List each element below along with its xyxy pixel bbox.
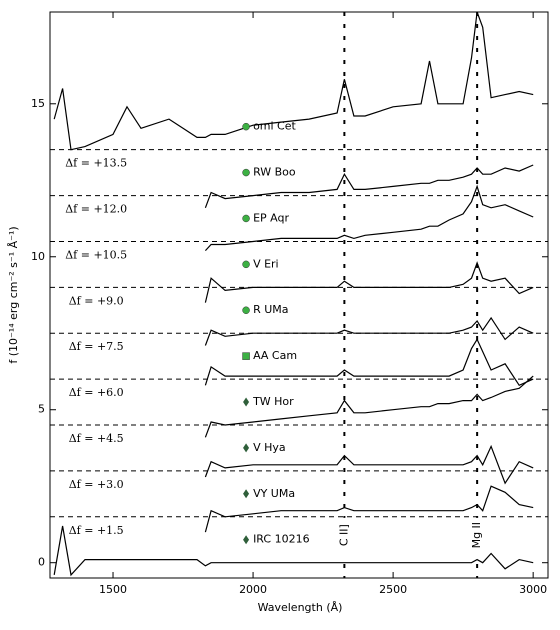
annotation-bg (470, 517, 485, 560)
annotation-bg (337, 517, 352, 560)
series-marker (243, 397, 250, 407)
spectrum-line (204, 375, 534, 438)
x-tick-label: 1500 (99, 583, 127, 596)
offset-label: Δf = +1.5 (69, 524, 124, 537)
series-name: V Eri (253, 257, 279, 270)
spectrum-line (53, 12, 534, 151)
y-tick-label: 15 (31, 97, 45, 110)
y-tick-label: 0 (38, 556, 45, 569)
series-marker (242, 122, 250, 131)
spectrum-line (204, 164, 534, 209)
offset-label: Δf = +12.0 (65, 203, 127, 216)
spectrum-line (204, 485, 534, 533)
offset-label: Δf = +10.5 (65, 248, 127, 261)
series-name: TW Hor (252, 395, 294, 408)
x-tick-label: 3000 (519, 583, 547, 596)
y-axis-label: f (10⁻¹⁴ erg cm⁻² s⁻¹ Å⁻¹) (7, 226, 20, 363)
series-marker (242, 352, 250, 360)
spectrum-line (53, 525, 534, 577)
spectrum-line (204, 444, 534, 485)
plot-frame (49, 11, 549, 579)
series-marker (242, 306, 250, 314)
series-name: RW Boo (253, 166, 296, 179)
annotation-label: C II] (337, 524, 350, 546)
x-tick-label: 2000 (239, 583, 267, 596)
series-name: V Hya (253, 441, 286, 454)
y-tick-label: 5 (38, 403, 45, 416)
plot-area: C II] Mg II (50, 12, 548, 578)
series-name: IRC 10216 (253, 533, 310, 546)
series-marker (243, 443, 250, 453)
offset-label: Δf = +7.5 (69, 340, 124, 353)
series-name: omi Cet (253, 120, 296, 133)
series-name: VY UMa (253, 487, 295, 500)
offset-label: Δf = +3.0 (69, 478, 124, 491)
series-name: AA Cam (253, 349, 297, 362)
spectrum-line (204, 184, 534, 252)
x-tick-label: 2500 (379, 583, 407, 596)
series-marker (243, 489, 250, 499)
offset-label: Δf = +4.5 (69, 432, 124, 445)
x-axis-label: Wavelength (Å) (258, 601, 343, 614)
spectrum-line (204, 338, 534, 387)
series-marker (243, 535, 250, 545)
series-marker (242, 168, 250, 177)
spectrum-line (204, 316, 534, 346)
series-name: EP Aqr (253, 211, 289, 224)
annotation-label: Mg II (470, 522, 483, 548)
offset-label: Δf = +9.0 (69, 294, 124, 307)
y-tick-label: 10 (31, 250, 45, 263)
series-name: R UMa (253, 303, 288, 316)
offset-label: Δf = +6.0 (69, 386, 124, 399)
series-marker (242, 260, 250, 269)
offset-label: Δf = +13.5 (65, 157, 127, 170)
series-marker (242, 214, 250, 223)
spectrum-line (204, 261, 534, 303)
